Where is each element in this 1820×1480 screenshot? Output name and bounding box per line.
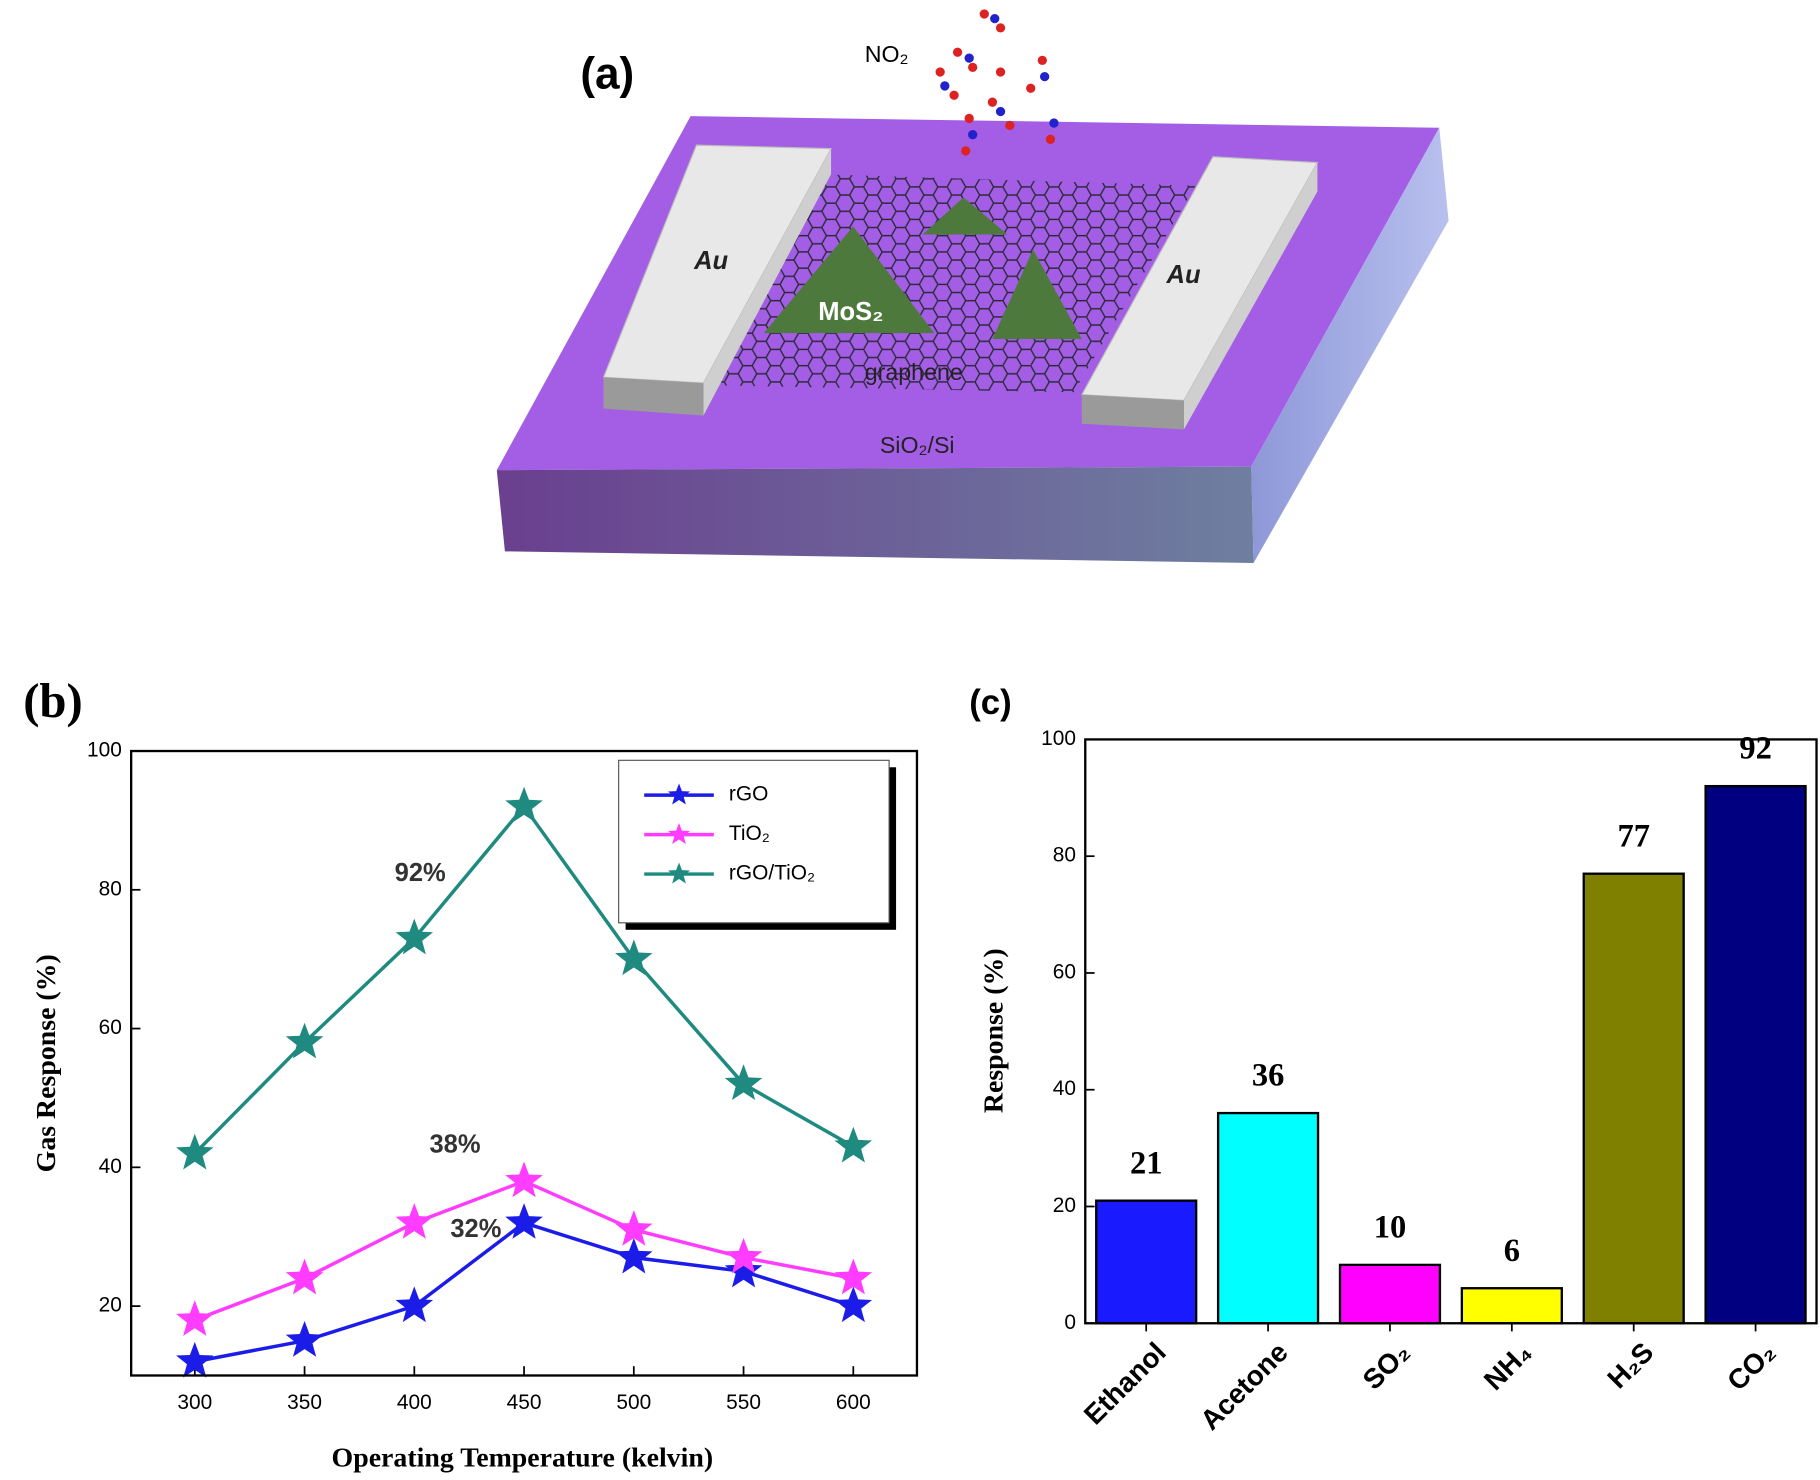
electrode-front	[603, 377, 704, 416]
electrode-side	[1183, 162, 1318, 430]
y-tick-label: 80	[99, 877, 122, 900]
point-marker	[285, 1321, 324, 1357]
point-marker	[395, 1286, 434, 1323]
legend-marker	[667, 862, 691, 884]
annotation: 32%	[450, 1215, 501, 1243]
point-marker	[395, 1203, 434, 1239]
mos2-flake	[992, 249, 1082, 339]
y-tick-label: 40	[99, 1155, 122, 1178]
y-tick-label: 100	[87, 739, 122, 762]
x-tick-label: CO₂	[1721, 1336, 1781, 1396]
value-label: 6	[1504, 1233, 1520, 1269]
legend-label: rGO	[729, 783, 768, 806]
x-tick-label: 550	[726, 1391, 761, 1414]
point-marker	[176, 1133, 214, 1170]
electrode-label: Au	[693, 247, 728, 275]
y-tick-label: 60	[99, 1016, 122, 1039]
point-marker	[834, 1126, 873, 1163]
panel-label: (a)	[580, 49, 634, 98]
point-marker	[505, 786, 543, 823]
bar	[1704, 784, 1807, 1325]
annotation: 38%	[429, 1130, 480, 1158]
charts: (b)Gas Response (%)20406080100Operating …	[23, 674, 1818, 1474]
x-tick-label: SO₂	[1357, 1336, 1416, 1395]
bar	[1460, 1287, 1563, 1325]
x-tick-label: 300	[177, 1391, 212, 1414]
point-marker	[395, 918, 434, 955]
y-axis-title: Gas Response (%)	[31, 954, 62, 1172]
panel-label: (c)	[969, 683, 1012, 722]
point-marker	[505, 1161, 543, 1198]
point-marker	[176, 1341, 214, 1378]
electrode-front	[1081, 394, 1184, 430]
bar	[1338, 1263, 1442, 1325]
legend-label: TiO₂	[729, 822, 770, 845]
y-tick-label: 20	[99, 1294, 122, 1317]
point-marker	[285, 1258, 324, 1295]
crystal-label: MoS₂	[818, 298, 883, 326]
value-label: 10	[1374, 1210, 1407, 1246]
x-tick-label: 350	[287, 1391, 322, 1414]
value-label: 21	[1130, 1145, 1163, 1181]
bar	[1095, 1199, 1198, 1325]
point-marker	[724, 1064, 763, 1101]
x-tick-label: H₂S	[1601, 1336, 1659, 1394]
y-tick-label: 40	[1053, 1077, 1076, 1100]
point-marker	[615, 939, 653, 976]
electrode-side	[703, 148, 832, 416]
point-marker	[285, 1022, 324, 1059]
substrate-front	[496, 466, 1254, 563]
x-tick-label: Acetone	[1194, 1336, 1294, 1436]
value-label: 92	[1739, 731, 1772, 767]
legend-marker	[667, 783, 691, 805]
plot-frame	[1084, 738, 1818, 1325]
mos2-flake	[763, 226, 935, 334]
bar	[1582, 872, 1685, 1325]
y-tick-label: 20	[1053, 1194, 1076, 1217]
point-marker	[176, 1300, 214, 1336]
y-axis-title: Response (%)	[978, 948, 1009, 1113]
legend-box	[618, 759, 890, 924]
gas-molecules	[935, 9, 1059, 156]
annotation: 92%	[395, 859, 446, 887]
x-tick-label: 600	[836, 1391, 871, 1414]
point-marker	[724, 1237, 763, 1274]
x-tick-label: 450	[507, 1391, 542, 1414]
x-tick-label: NH₄	[1478, 1336, 1538, 1396]
mos2-flake	[922, 197, 1008, 235]
y-tick-label: 60	[1053, 960, 1076, 983]
diagram: (a) NO₂ Au Au MoS₂ graphene SiO₂/Si	[496, 9, 1449, 563]
y-tick-label: 80	[1053, 844, 1076, 867]
point-marker	[615, 1210, 653, 1246]
series-line	[194, 1179, 854, 1322]
x-tick-label: 500	[616, 1391, 651, 1414]
x-tick-label: 400	[397, 1391, 432, 1414]
substrate-label: SiO₂/Si	[880, 432, 955, 458]
legend-label: rGO/TiO₂	[729, 862, 815, 885]
sheet-label: graphene	[865, 359, 963, 385]
value-label: 36	[1252, 1058, 1285, 1094]
y-tick-label: 100	[1041, 727, 1076, 750]
point-marker	[834, 1286, 873, 1323]
point-marker	[834, 1258, 873, 1295]
substrate-side	[1251, 127, 1449, 563]
x-tick-label: Ethanol	[1078, 1336, 1172, 1430]
point-marker	[615, 1237, 653, 1274]
x-axis-title: Operating Temperature (kelvin)	[332, 1443, 714, 1474]
panel-label: (b)	[23, 674, 83, 728]
bar	[1216, 1111, 1320, 1325]
legend-marker	[667, 822, 691, 844]
point-marker	[505, 1203, 543, 1239]
electrode-label: Au	[1166, 261, 1201, 289]
plot-frame	[130, 749, 919, 1377]
y-tick-label: 0	[1064, 1311, 1076, 1334]
value-label: 77	[1617, 818, 1650, 854]
gas-label: NO₂	[865, 41, 909, 67]
point-marker	[724, 1251, 763, 1288]
